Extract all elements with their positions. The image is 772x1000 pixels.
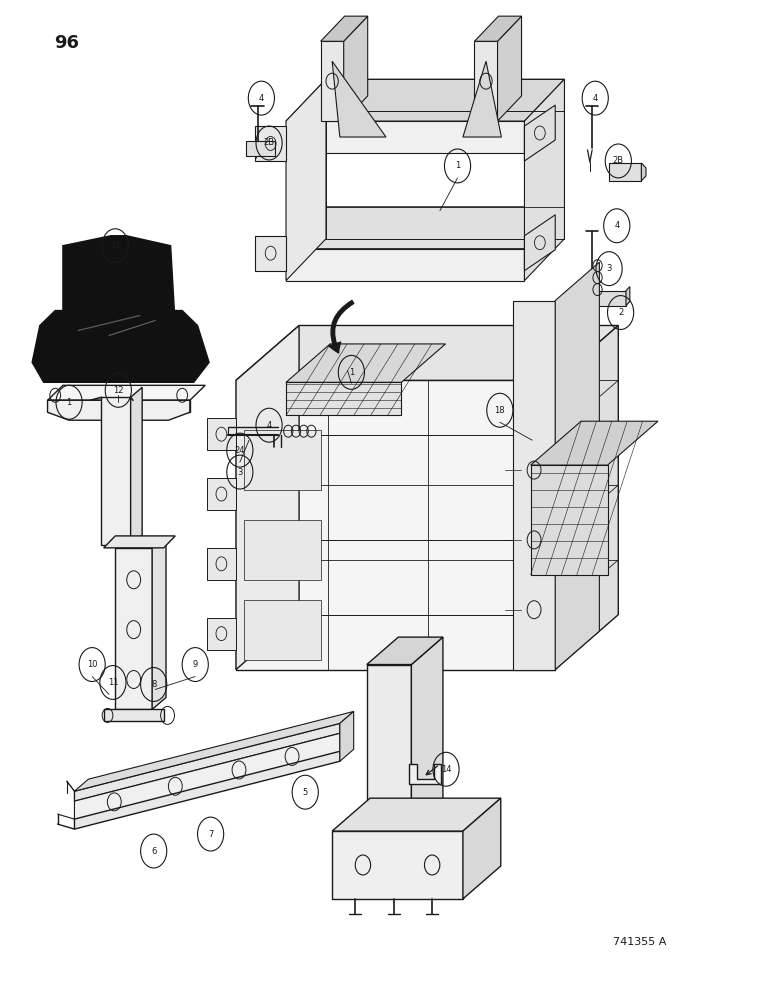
Text: 4: 4 xyxy=(259,94,264,103)
Text: 9: 9 xyxy=(192,660,198,669)
Text: 14: 14 xyxy=(441,765,452,774)
Polygon shape xyxy=(409,764,442,784)
Text: 2: 2 xyxy=(618,308,623,317)
Polygon shape xyxy=(152,536,166,709)
Text: 4: 4 xyxy=(615,221,619,230)
Polygon shape xyxy=(524,105,555,161)
Text: 12: 12 xyxy=(113,386,124,395)
Polygon shape xyxy=(524,215,555,271)
Polygon shape xyxy=(101,397,130,545)
Polygon shape xyxy=(236,325,618,380)
Polygon shape xyxy=(626,287,630,306)
Text: 24: 24 xyxy=(235,446,245,455)
Text: 1: 1 xyxy=(349,368,354,377)
Text: 5: 5 xyxy=(303,788,308,797)
Text: 11: 11 xyxy=(110,241,120,250)
Polygon shape xyxy=(286,344,445,382)
Bar xyxy=(244,430,320,490)
Polygon shape xyxy=(286,207,564,249)
Polygon shape xyxy=(497,16,522,121)
Polygon shape xyxy=(555,325,618,670)
Polygon shape xyxy=(609,163,642,181)
Text: 11: 11 xyxy=(107,678,118,687)
Polygon shape xyxy=(411,637,443,829)
Polygon shape xyxy=(286,79,326,281)
Polygon shape xyxy=(463,798,501,899)
Polygon shape xyxy=(332,61,386,137)
Polygon shape xyxy=(332,831,463,899)
Polygon shape xyxy=(74,751,340,829)
Text: 1: 1 xyxy=(455,161,460,170)
Polygon shape xyxy=(530,465,608,575)
Polygon shape xyxy=(74,723,340,801)
Polygon shape xyxy=(642,163,646,181)
Text: 3: 3 xyxy=(606,264,611,273)
Polygon shape xyxy=(286,121,524,153)
Polygon shape xyxy=(463,61,501,137)
FancyArrowPatch shape xyxy=(329,300,354,353)
Text: 4: 4 xyxy=(593,94,598,103)
Polygon shape xyxy=(103,709,164,721)
Text: 8: 8 xyxy=(151,680,157,689)
Polygon shape xyxy=(207,478,236,510)
Polygon shape xyxy=(524,79,564,281)
Text: 6: 6 xyxy=(151,847,157,856)
Polygon shape xyxy=(236,325,299,670)
Bar xyxy=(244,600,320,660)
Polygon shape xyxy=(207,548,236,580)
Polygon shape xyxy=(344,16,367,121)
Text: 96: 96 xyxy=(54,34,79,52)
Text: 10: 10 xyxy=(87,660,97,669)
Polygon shape xyxy=(340,711,354,761)
Polygon shape xyxy=(74,711,354,791)
Text: 18: 18 xyxy=(495,406,505,415)
Polygon shape xyxy=(48,400,190,420)
Polygon shape xyxy=(63,236,174,313)
Polygon shape xyxy=(367,665,411,829)
Polygon shape xyxy=(130,387,142,545)
FancyArrowPatch shape xyxy=(426,766,438,775)
Polygon shape xyxy=(246,141,276,156)
Polygon shape xyxy=(207,418,236,450)
Polygon shape xyxy=(48,400,190,412)
Polygon shape xyxy=(236,380,555,670)
Polygon shape xyxy=(286,79,564,121)
Polygon shape xyxy=(475,41,497,121)
Polygon shape xyxy=(103,536,175,548)
Bar xyxy=(244,520,320,580)
Text: 7: 7 xyxy=(208,830,213,839)
Polygon shape xyxy=(74,733,340,821)
Polygon shape xyxy=(256,126,286,161)
Polygon shape xyxy=(332,798,501,831)
Text: 1: 1 xyxy=(66,398,72,407)
Polygon shape xyxy=(286,249,524,281)
Polygon shape xyxy=(596,291,626,306)
Polygon shape xyxy=(286,382,401,415)
Text: 741355 A: 741355 A xyxy=(613,937,666,947)
Polygon shape xyxy=(48,385,205,400)
Polygon shape xyxy=(115,548,152,709)
Polygon shape xyxy=(320,41,344,121)
Polygon shape xyxy=(320,16,367,41)
Polygon shape xyxy=(367,637,443,665)
Polygon shape xyxy=(207,618,236,650)
Polygon shape xyxy=(475,16,522,41)
Polygon shape xyxy=(256,236,286,271)
Text: 4: 4 xyxy=(266,421,272,430)
Text: 2B: 2B xyxy=(263,138,275,147)
Polygon shape xyxy=(555,262,599,670)
Polygon shape xyxy=(513,301,555,670)
Text: 3: 3 xyxy=(237,468,242,477)
Polygon shape xyxy=(32,311,209,382)
Polygon shape xyxy=(530,421,658,465)
Text: 2B: 2B xyxy=(613,156,624,165)
